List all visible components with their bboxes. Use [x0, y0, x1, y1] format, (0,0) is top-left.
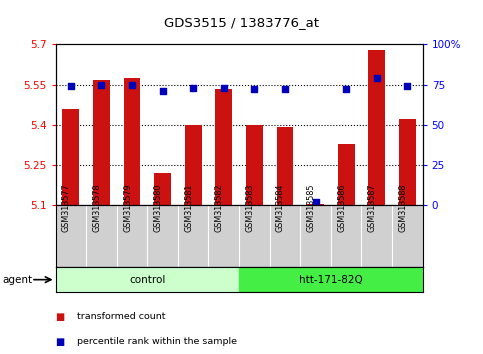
Text: GSM313588: GSM313588 [398, 184, 407, 232]
Point [251, 86, 258, 92]
Point [98, 82, 105, 87]
Point [220, 85, 227, 91]
Point [403, 83, 411, 89]
Bar [56, 267, 239, 292]
Bar [369, 50, 385, 205]
Text: htt-171-82Q: htt-171-82Q [299, 275, 363, 285]
Bar [246, 125, 263, 205]
Text: percentile rank within the sample: percentile rank within the sample [77, 337, 237, 346]
Bar [399, 119, 416, 205]
Point [128, 82, 136, 87]
Point [373, 75, 381, 81]
Text: agent: agent [2, 275, 32, 285]
Point [342, 86, 350, 92]
Text: GSM313587: GSM313587 [368, 183, 377, 232]
Point [281, 86, 289, 92]
Bar [124, 78, 141, 205]
Text: GSM313581: GSM313581 [184, 184, 193, 232]
Bar [154, 173, 171, 205]
Bar [277, 127, 293, 205]
Point [159, 88, 167, 94]
Text: ■: ■ [56, 312, 65, 322]
Text: ■: ■ [56, 337, 65, 347]
Text: control: control [129, 275, 166, 285]
Bar [93, 80, 110, 205]
Point [312, 199, 319, 205]
Bar [215, 88, 232, 205]
Text: GSM313580: GSM313580 [154, 184, 163, 232]
Bar [62, 109, 79, 205]
Bar [338, 144, 355, 205]
Text: GSM313585: GSM313585 [307, 183, 315, 232]
Text: GSM313582: GSM313582 [215, 183, 224, 232]
Text: GDS3515 / 1383776_at: GDS3515 / 1383776_at [164, 16, 319, 29]
Point [189, 85, 197, 91]
Text: GSM313577: GSM313577 [62, 183, 71, 232]
Bar [185, 125, 201, 205]
Point [67, 83, 75, 89]
Bar [239, 267, 423, 292]
Text: GSM313586: GSM313586 [337, 184, 346, 232]
Text: GSM313579: GSM313579 [123, 183, 132, 232]
Text: GSM313584: GSM313584 [276, 184, 285, 232]
Text: GSM313578: GSM313578 [92, 183, 101, 232]
Text: GSM313583: GSM313583 [245, 184, 255, 232]
Bar [307, 204, 324, 205]
Text: transformed count: transformed count [77, 312, 166, 321]
